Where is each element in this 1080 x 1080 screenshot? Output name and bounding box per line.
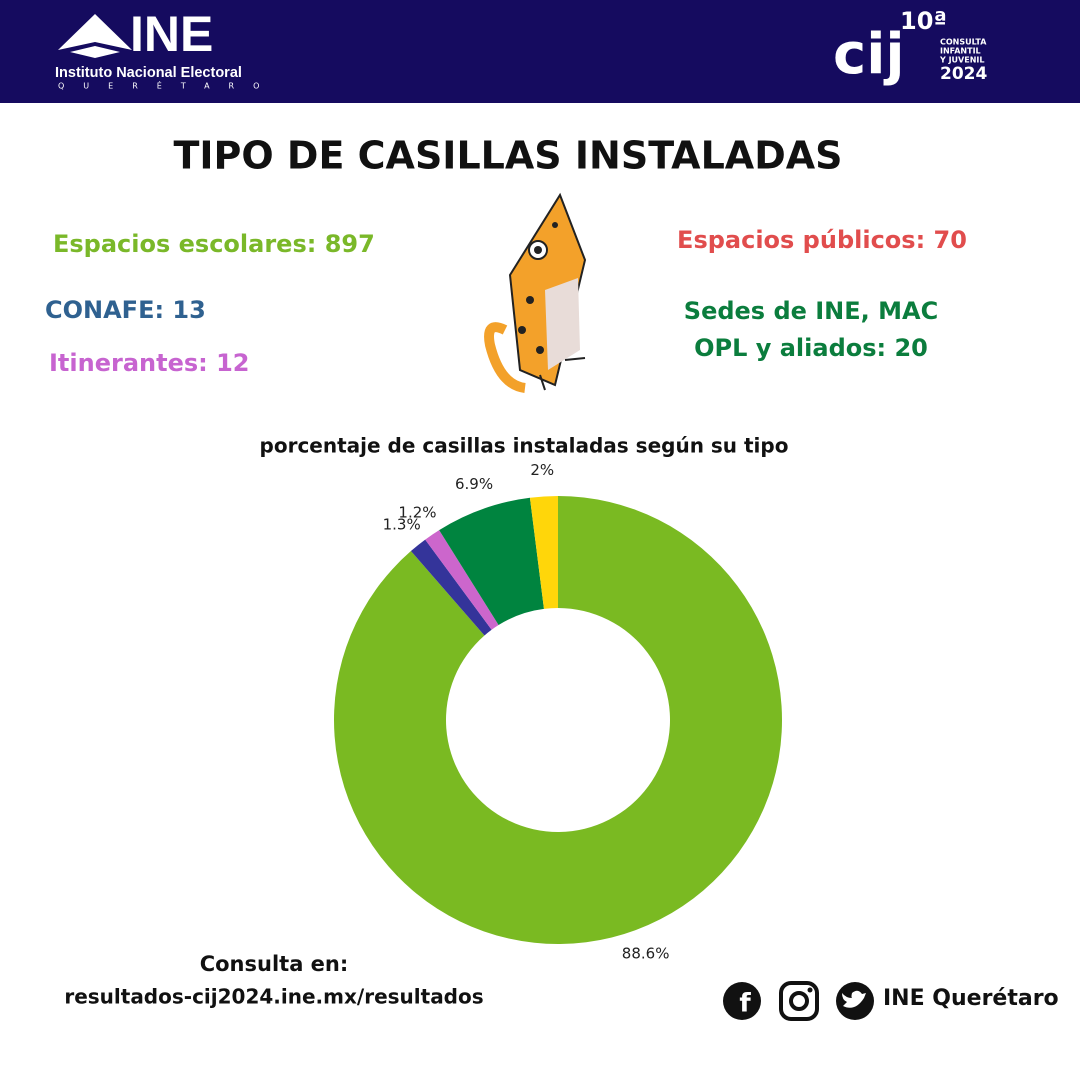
slice-label: 2% [530,461,554,479]
donut-slice [529,496,558,609]
donut-slice [334,496,782,944]
ine-state: QUERÉTARO [58,80,278,91]
page-title: TIPO DE CASILLAS INSTALADAS [173,134,842,178]
stat-escolares: Espacios escolares: 897 [53,230,375,258]
ine-institute: Instituto Nacional Electoral [55,65,242,81]
header-bar [0,0,1080,103]
cij-edition: 10ª [900,7,947,35]
chart-title: porcentaje de casillas instaladas según … [260,434,789,458]
ine-emblem [58,14,132,50]
donut-slice [439,497,544,626]
stat-sedes: Sedes de INE, MAC [684,297,938,325]
donut-slice [410,539,492,636]
slice-label: 1.3% [383,515,421,533]
ine-logo: INE [130,6,213,62]
stat-itinerantes: Itinerantes: 12 [49,349,250,377]
slice-label: 1.2% [398,504,436,522]
stat-conafe: CONAFE: 13 [45,296,206,324]
mascot [484,192,587,393]
social-handle: INE Querétaro [883,986,1059,1011]
footer-url: resultados-cij2024.ine.mx/resultados [64,985,483,1009]
cij-line: INFANTIL [940,47,981,56]
ine-emblem-base [70,46,120,58]
cij-line: CONSULTA [940,38,987,47]
slice-label: 6.9% [455,475,493,493]
donut-slice [425,530,499,630]
slice-label: 88.6% [622,945,670,963]
facebook-icon[interactable] [723,982,761,1020]
stat-publicos: Espacios públicos: 70 [677,226,967,254]
footer-consulta: Consulta en: [200,952,349,976]
stat-sedes: OPL y aliados: 20 [694,334,928,362]
cij-line: Y JUVENIL [939,56,984,65]
cij-logo: cij [833,22,905,87]
svg-text:f: f [739,989,751,1019]
instagram-icon[interactable] [779,981,819,1021]
cij-year: 2024 [940,64,987,84]
social-icons: f [723,981,874,1021]
donut-chart: 88.6% 1.3%1.2% 6.9% 2% [334,461,782,963]
